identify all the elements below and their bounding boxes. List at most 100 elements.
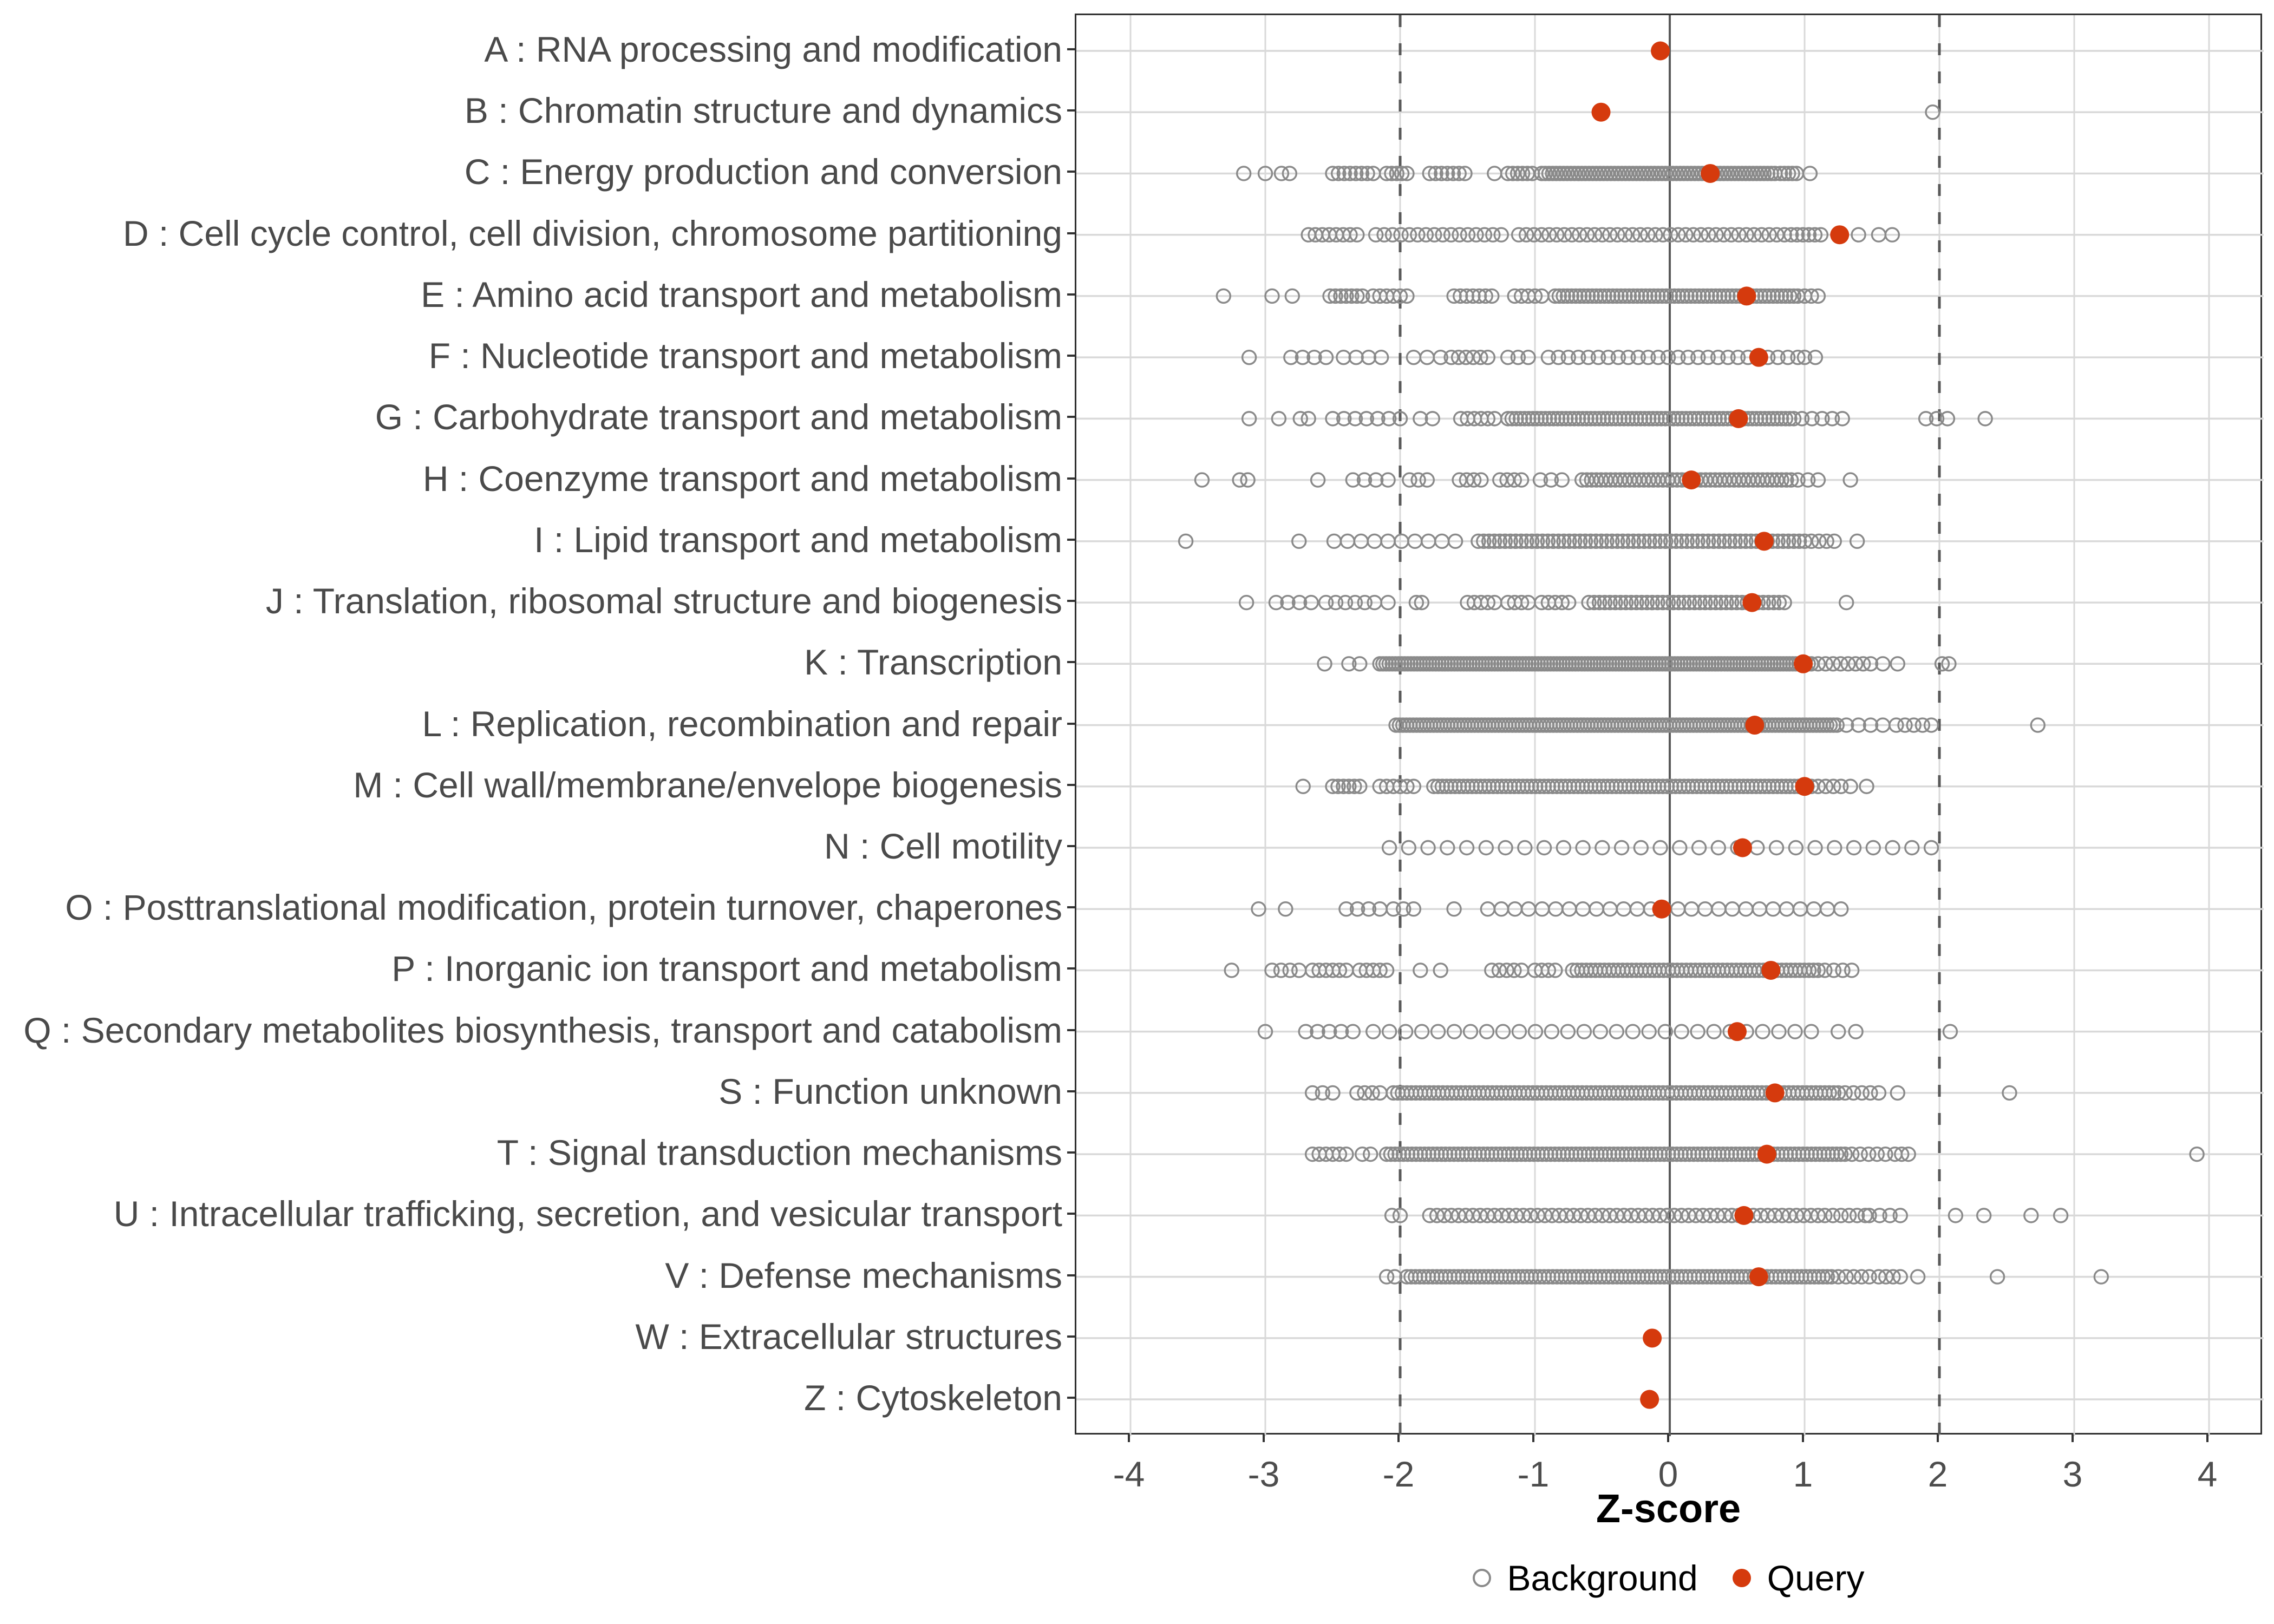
background-point xyxy=(1722,533,1737,549)
background-point xyxy=(1604,411,1619,427)
background-point xyxy=(1817,962,1833,978)
background-point xyxy=(1771,594,1787,611)
legend-label-background: Background xyxy=(1507,1558,1698,1598)
background-point xyxy=(1354,166,1370,181)
background-point xyxy=(1330,778,1346,794)
background-point xyxy=(1595,411,1611,427)
background-point xyxy=(1863,1085,1878,1101)
background-point xyxy=(1414,594,1430,611)
background-point xyxy=(1291,594,1308,611)
background-point xyxy=(1723,594,1740,611)
background-point xyxy=(1844,962,1860,978)
background-point xyxy=(1817,1208,1833,1223)
background-point xyxy=(1517,411,1533,427)
background-point xyxy=(1826,1085,1842,1101)
background-point xyxy=(1676,594,1692,611)
background-point xyxy=(1387,1269,1403,1285)
background-point xyxy=(1819,533,1834,549)
query-point xyxy=(1737,286,1756,306)
background-point xyxy=(1687,411,1702,427)
background-point xyxy=(1338,901,1354,917)
y-axis-tick xyxy=(1067,1151,1075,1154)
background-point xyxy=(1800,472,1816,488)
plot-panel xyxy=(1075,14,2264,1436)
background-point xyxy=(1939,411,1956,427)
background-point xyxy=(1786,533,1802,549)
background-point xyxy=(1380,594,1396,611)
background-point xyxy=(1691,840,1707,856)
background-point xyxy=(1356,472,1373,488)
background-point xyxy=(1652,533,1668,549)
background-point xyxy=(1670,227,1686,243)
y-axis-tick xyxy=(1067,293,1075,296)
background-point xyxy=(1609,288,1625,304)
background-point xyxy=(1824,1269,1840,1285)
background-point xyxy=(1322,288,1338,304)
background-point xyxy=(1821,1085,1837,1101)
background-point xyxy=(1632,411,1649,427)
background-point xyxy=(1560,349,1576,365)
background-point xyxy=(1283,349,1299,365)
background-point xyxy=(1446,1024,1462,1039)
background-point xyxy=(1629,411,1644,427)
background-point xyxy=(1600,288,1617,304)
background-point xyxy=(1834,411,1850,427)
background-point xyxy=(1292,411,1308,427)
background-point xyxy=(1593,533,1609,549)
background-point xyxy=(1801,962,1817,978)
background-point xyxy=(1576,288,1592,304)
background-point xyxy=(1652,840,1668,856)
background-point xyxy=(1934,656,1950,672)
background-point xyxy=(1310,472,1326,488)
background-point xyxy=(2189,1146,2205,1162)
background-point xyxy=(1757,411,1773,427)
background-point xyxy=(1224,962,1239,978)
query-point xyxy=(1749,1267,1768,1287)
background-point xyxy=(1738,533,1754,549)
background-point xyxy=(1471,288,1487,304)
category-label: P : Inorganic ion transport and metaboli… xyxy=(391,948,1062,989)
background-point xyxy=(1401,840,1417,856)
background-point xyxy=(1278,901,1293,917)
background-point xyxy=(1241,349,1257,365)
background-point xyxy=(1559,288,1576,304)
background-point xyxy=(1713,594,1729,611)
category-label: D : Cell cycle control, cell division, c… xyxy=(122,213,1062,253)
query-point xyxy=(1652,899,1671,919)
background-point xyxy=(1815,1269,1831,1285)
background-point xyxy=(1567,533,1583,549)
background-point xyxy=(1720,288,1736,304)
background-point xyxy=(1636,533,1652,549)
background-point xyxy=(1833,901,1849,917)
query-point xyxy=(1591,102,1611,122)
background-point xyxy=(1803,533,1819,549)
background-point xyxy=(1564,288,1579,304)
category-label: M : Cell wall/membrane/envelope biogenes… xyxy=(353,764,1062,805)
background-point xyxy=(1848,1024,1864,1039)
background-point xyxy=(1914,717,1931,733)
background-point xyxy=(1393,227,1409,243)
background-point xyxy=(1833,1208,1849,1223)
background-point xyxy=(1418,227,1434,243)
y-axis-tick xyxy=(1067,1397,1075,1399)
background-point xyxy=(1304,1085,1321,1101)
background-point xyxy=(1810,962,1826,978)
background-point xyxy=(1291,533,1307,549)
background-point xyxy=(1700,349,1716,365)
background-point xyxy=(1510,349,1526,365)
background-point xyxy=(1706,533,1722,549)
query-point xyxy=(1749,348,1768,367)
background-point xyxy=(1683,288,1699,304)
background-point xyxy=(1232,472,1247,488)
background-point xyxy=(1238,594,1254,611)
background-point xyxy=(1595,227,1610,243)
background-point xyxy=(2002,1085,2017,1101)
background-point xyxy=(1631,533,1646,549)
background-point xyxy=(1700,288,1715,304)
background-point xyxy=(1609,1024,1624,1039)
background-point xyxy=(1557,227,1572,243)
background-point xyxy=(1846,1269,1862,1285)
background-point xyxy=(1517,840,1533,856)
x-tick-label: 0 xyxy=(1658,1454,1678,1494)
background-point xyxy=(1824,411,1840,427)
